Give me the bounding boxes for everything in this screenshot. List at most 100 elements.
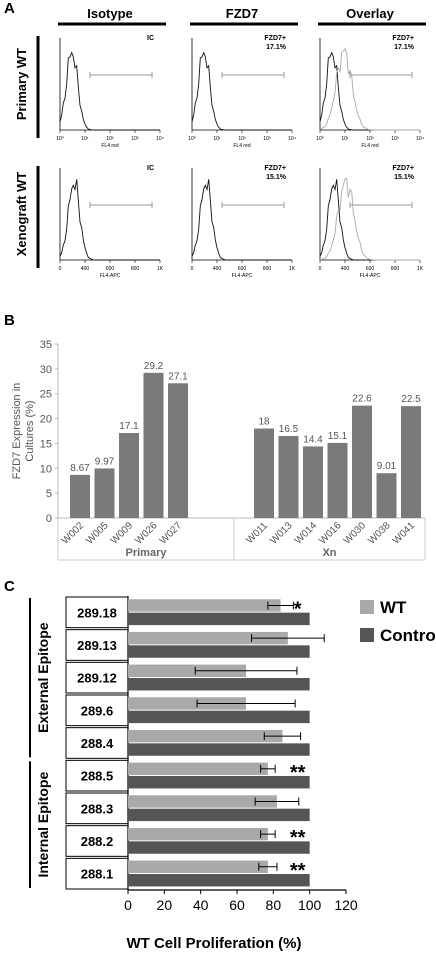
histogram-tick-label: 800 bbox=[391, 266, 400, 272]
bar-value-label: 22.5 bbox=[401, 394, 421, 405]
y-tick-label: 10 bbox=[40, 463, 52, 475]
histogram-axis-label: FL4-APC bbox=[100, 273, 121, 279]
histogram-tick-label: 1K bbox=[289, 266, 296, 272]
bar-wt-289.18 bbox=[128, 599, 281, 612]
panel-c-letter: C bbox=[4, 578, 15, 595]
bar-value-label: 29.2 bbox=[144, 361, 164, 372]
bar-wt-288.3 bbox=[128, 795, 277, 808]
histogram-tick-label: 10⁴ bbox=[416, 136, 424, 142]
histogram-tick-label: 1K bbox=[417, 266, 424, 272]
category-box bbox=[65, 727, 129, 759]
panel-c: C 0 20 40 60 80 100 120 WT Cell Proliferation (… bbox=[0, 570, 436, 954]
histogram-percent: 17.1% bbox=[266, 44, 287, 51]
histogram-curve bbox=[59, 51, 160, 131]
bar-control-289.18 bbox=[128, 612, 310, 626]
histogram-tick-label: 800 bbox=[263, 266, 272, 272]
bar-control-288.2 bbox=[128, 841, 310, 854]
significance-marker: ** bbox=[290, 762, 306, 784]
significance-marker: ** bbox=[290, 827, 306, 849]
histogram-tag: IC bbox=[147, 35, 154, 42]
bar-value-label: 18 bbox=[258, 417, 270, 428]
x-tick-label: 80 bbox=[266, 897, 282, 913]
histogram-tick-label: 10³ bbox=[131, 136, 139, 142]
histogram-tick-label: 10³ bbox=[263, 136, 271, 142]
bar-wt-288.2 bbox=[128, 827, 268, 841]
panel-a: A Isotype FZD7 Overlay Primary WT 10⁰ 10¹ 10² 1… bbox=[0, 0, 436, 300]
histogram-axis-label: FL4 red bbox=[101, 143, 118, 149]
histogram-curve bbox=[191, 51, 292, 131]
x-tick-label: 40 bbox=[193, 897, 209, 913]
panel-a-letter: A bbox=[4, 0, 15, 17]
x-tick-label: 60 bbox=[229, 897, 245, 913]
bar-control-289.12 bbox=[128, 678, 310, 691]
bar-control-288.5 bbox=[128, 776, 310, 789]
category-label: 288.4 bbox=[81, 736, 114, 751]
bar-value-label: 17.1 bbox=[119, 421, 139, 432]
y-tick-label: 20 bbox=[40, 414, 52, 426]
histogram-curve-fzd7 bbox=[319, 177, 420, 261]
bar-wt-289.12 bbox=[128, 664, 247, 678]
panel-b-letter: B bbox=[4, 312, 15, 329]
category-label: 289.12 bbox=[77, 671, 117, 686]
x-tick-label: W016 bbox=[317, 520, 344, 547]
flow-histogram-grid: Isotype FZD7 Overlay Primary WT 10⁰ 10¹ 10² 10³… bbox=[14, 6, 426, 279]
category-box bbox=[65, 596, 129, 629]
bar-value-label: 9.01 bbox=[377, 461, 397, 472]
x-tick-label: W041 bbox=[391, 520, 418, 547]
x-tick-label: 0 bbox=[124, 897, 132, 913]
x-tick-label: W002 bbox=[60, 520, 87, 547]
x-axis-label: WT Cell Proliferation (%) bbox=[126, 935, 301, 952]
bar-value-label: 27.1 bbox=[168, 371, 188, 382]
bar-control-288.3 bbox=[128, 808, 310, 822]
bar-control-289.13 bbox=[128, 645, 310, 658]
x-tick-label: W030 bbox=[342, 520, 369, 547]
category-label: 289.13 bbox=[77, 638, 117, 653]
group-label-Primary: Primary bbox=[126, 547, 168, 559]
histogram-tag: FZD7+ bbox=[392, 165, 414, 172]
y-axis-label-line1: FZD7 Expression in bbox=[11, 383, 23, 480]
bar-control-288.1 bbox=[128, 874, 310, 887]
histogram-tick-label: 10² bbox=[106, 136, 114, 142]
histogram-tick-label: 400 bbox=[213, 266, 222, 272]
significance-marker: ** bbox=[290, 860, 306, 882]
x-tick-label: W038 bbox=[366, 520, 393, 547]
bar-value-label: 16.5 bbox=[279, 424, 299, 435]
bar-wt-288.5 bbox=[128, 762, 268, 776]
row-label-0: Primary WT bbox=[14, 48, 29, 120]
histogram-curve bbox=[59, 179, 160, 261]
column-header-1: FZD7 bbox=[226, 6, 259, 21]
bar-W009 bbox=[119, 432, 139, 518]
column-header-2: Overlay bbox=[346, 6, 394, 21]
histogram-tick-label: 10¹ bbox=[81, 136, 89, 142]
bar-W014 bbox=[303, 446, 323, 518]
legend-swatch-Control bbox=[360, 628, 374, 642]
histogram-curve-fzd7 bbox=[319, 47, 420, 131]
category-group-label-0: External Epitope bbox=[35, 622, 51, 733]
category-label: 289.18 bbox=[77, 605, 117, 620]
histogram-tick-label: 800 bbox=[131, 266, 140, 272]
histogram-tick-label: 600 bbox=[366, 266, 375, 272]
histogram-tick-label: 400 bbox=[341, 266, 350, 272]
x-tick-label: 100 bbox=[298, 897, 322, 913]
histogram-tick-label: 10⁴ bbox=[156, 136, 164, 142]
x-tick-label: W013 bbox=[268, 520, 295, 547]
x-tick-label: W011 bbox=[244, 520, 270, 546]
bar-W016 bbox=[327, 442, 348, 518]
histogram-percent: 15.1% bbox=[394, 174, 415, 181]
histogram-tag: IC bbox=[147, 165, 154, 172]
category-box bbox=[65, 792, 129, 825]
histogram-tick-label: 10⁰ bbox=[56, 136, 64, 142]
category-group-label-1: Internal Epitope bbox=[35, 772, 51, 878]
x-tick-label: W014 bbox=[293, 520, 320, 547]
histogram-axis-label: FL4-APC bbox=[360, 273, 381, 279]
proliferation-bar-chart: 0 20 40 60 80 100 120 WT Cell Proliferation (%)… bbox=[29, 596, 436, 952]
histogram-curve bbox=[319, 179, 420, 261]
bar-W030 bbox=[352, 405, 372, 518]
histogram-tick-label: 10¹ bbox=[213, 136, 221, 142]
histogram-tick-label: 0 bbox=[59, 266, 62, 272]
bar-value-label: 14.4 bbox=[303, 434, 323, 445]
category-box bbox=[65, 825, 129, 857]
histogram-tag: FZD7+ bbox=[264, 165, 286, 172]
panel-b: B 0 5 10 15 20 25 30 35 FZD7 Expression inCultur… bbox=[0, 300, 436, 570]
category-label: 288.1 bbox=[81, 867, 114, 882]
